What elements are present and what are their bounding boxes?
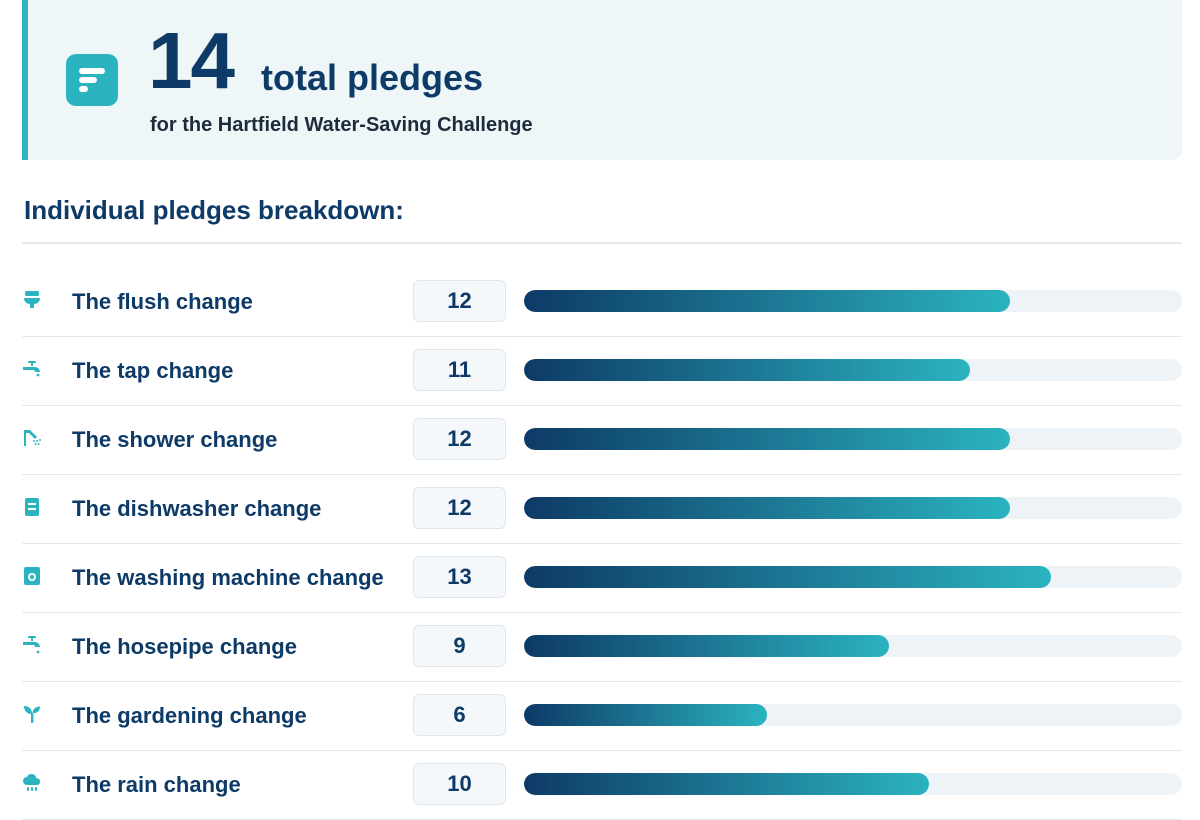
pledge-bar-fill <box>524 635 889 657</box>
toilet-icon <box>22 290 42 310</box>
challenge-subtitle: for the Hartfield Water-Saving Challenge <box>150 114 533 136</box>
pledge-label: The tap change <box>72 358 234 383</box>
pledge-bar-track <box>524 428 1182 450</box>
pledge-bar-track <box>524 290 1182 312</box>
pledge-row: The gardening change 6 <box>22 682 1182 751</box>
pledge-count: 12 <box>413 280 506 322</box>
section-divider <box>22 242 1182 244</box>
pledge-row: The hosepipe change 9 <box>22 613 1182 682</box>
pledge-row: The shower change 12 <box>22 406 1182 475</box>
pledge-count: 10 <box>413 763 506 805</box>
pledge-row: The flush change 12 <box>22 268 1182 337</box>
dishwasher-icon <box>22 497 42 517</box>
pledge-label: The shower change <box>72 427 278 452</box>
pledge-label: The rain change <box>72 772 241 797</box>
pledge-count: 12 <box>413 487 506 529</box>
pledge-count: 12 <box>413 418 506 460</box>
rain-cloud-icon <box>22 773 42 793</box>
pledge-label: The gardening change <box>72 703 307 728</box>
pledge-count: 9 <box>413 625 506 667</box>
tap-icon <box>22 359 42 379</box>
total-pledges-count: 14 <box>148 16 235 105</box>
section-title: Individual pledges breakdown: <box>24 195 404 225</box>
pledge-bar-fill <box>524 428 1011 450</box>
pledge-bar-fill <box>524 773 930 795</box>
pledges-summary-icon <box>66 54 118 106</box>
pledge-bar-fill <box>524 704 768 726</box>
pledge-bar-track <box>524 635 1182 657</box>
pledge-label: The hosepipe change <box>72 634 297 659</box>
pledge-bar-fill <box>524 497 1011 519</box>
pledge-count: 6 <box>413 694 506 736</box>
pledge-row: The dishwasher change 12 <box>22 475 1182 544</box>
pledge-bar-track <box>524 566 1182 588</box>
pledge-bar-track <box>524 359 1182 381</box>
pledge-row: The tap change 11 <box>22 337 1182 406</box>
pledge-bar-fill <box>524 290 1011 312</box>
pledge-count: 11 <box>413 349 506 391</box>
pledge-count: 13 <box>413 556 506 598</box>
pledge-label: The washing machine change <box>72 565 384 590</box>
hosepipe-tap-icon <box>22 635 42 655</box>
pledge-label: The dishwasher change <box>72 496 322 521</box>
pledge-bar-track <box>524 773 1182 795</box>
pledge-row: The washing machine change 13 <box>22 544 1182 613</box>
pledge-bar-track <box>524 704 1182 726</box>
pledge-bar-fill <box>524 359 970 381</box>
washing-machine-icon <box>22 566 42 586</box>
pledge-label: The flush change <box>72 289 253 314</box>
summary-card: 14 total pledges for the Hartfield Water… <box>22 0 1182 160</box>
pledge-bar-fill <box>524 566 1051 588</box>
pledge-row: The rain change 10 <box>22 751 1182 820</box>
pledge-bar-track <box>524 497 1182 519</box>
seedling-icon <box>22 704 42 724</box>
total-pledges-label: total pledges <box>261 57 484 98</box>
shower-icon <box>22 428 42 448</box>
